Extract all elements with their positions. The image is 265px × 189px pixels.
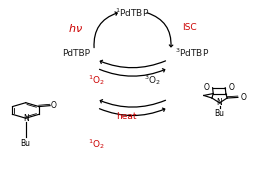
Text: O: O	[229, 83, 235, 92]
Text: PdTBP: PdTBP	[62, 49, 90, 58]
Text: $^{1}$O$_{2}$: $^{1}$O$_{2}$	[89, 137, 105, 151]
Text: ISC: ISC	[182, 23, 196, 32]
Text: heat: heat	[116, 112, 137, 121]
Text: O: O	[203, 83, 209, 92]
Text: $^{3}$PdTBP: $^{3}$PdTBP	[175, 47, 209, 59]
Text: $^{1}$O$_{2}$: $^{1}$O$_{2}$	[89, 74, 105, 87]
Text: Bu: Bu	[21, 139, 31, 148]
Text: $^{3}$O$_{2}$: $^{3}$O$_{2}$	[144, 74, 161, 87]
Text: $h\nu$: $h\nu$	[68, 22, 83, 34]
Text: $^{1}$PdTBP: $^{1}$PdTBP	[115, 6, 150, 19]
Text: O: O	[51, 101, 56, 110]
Text: Bu: Bu	[215, 109, 224, 118]
Text: N: N	[217, 98, 222, 107]
Text: N: N	[23, 114, 29, 123]
Text: O: O	[241, 93, 246, 102]
